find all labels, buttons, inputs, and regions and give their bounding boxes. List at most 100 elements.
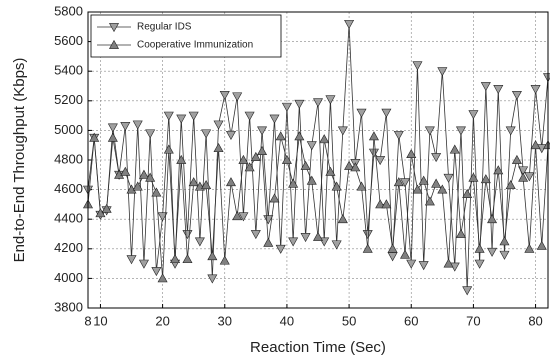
marker: [232, 211, 243, 221]
marker: [400, 249, 411, 259]
marker: [225, 130, 236, 140]
legend-marker: [108, 39, 120, 49]
y-tick-label: 5600: [54, 33, 83, 48]
marker: [263, 215, 274, 225]
marker: [101, 203, 112, 213]
marker: [163, 144, 174, 154]
y-tick-label: 3800: [54, 299, 83, 314]
x-tick-label: 30: [218, 313, 232, 328]
marker: [120, 122, 131, 132]
marker: [219, 255, 230, 265]
x-axis-label: Reaction Time (Sec): [250, 339, 386, 356]
marker: [201, 129, 212, 139]
marker: [250, 230, 261, 240]
marker: [455, 228, 466, 238]
marker: [294, 99, 305, 109]
marker: [138, 259, 149, 269]
legend-marker: [108, 23, 120, 33]
marker: [337, 214, 348, 224]
marker: [431, 178, 442, 188]
x-tick-label: 50: [342, 313, 356, 328]
marker: [487, 214, 498, 224]
marker: [400, 178, 411, 188]
marker: [381, 108, 392, 118]
marker: [250, 151, 261, 161]
marker: [151, 187, 162, 197]
marker: [443, 173, 454, 183]
marker: [306, 175, 317, 185]
legend-label: Regular IDS: [137, 22, 192, 33]
marker: [480, 174, 491, 184]
marker: [201, 180, 212, 190]
marker: [182, 254, 193, 264]
marker: [281, 154, 292, 164]
marker: [194, 237, 205, 247]
y-tick-label: 4800: [54, 151, 83, 166]
marker: [455, 126, 466, 136]
marker: [368, 131, 379, 141]
marker: [244, 111, 255, 121]
marker: [126, 255, 137, 265]
marker: [176, 114, 187, 124]
marker: [306, 141, 317, 151]
marker: [219, 90, 230, 100]
marker: [151, 267, 162, 277]
marker: [331, 181, 342, 191]
marker: [89, 132, 100, 142]
marker: [530, 85, 541, 95]
y-tick-label: 5200: [54, 92, 83, 107]
marker: [132, 181, 143, 191]
marker: [163, 111, 174, 121]
legend-label: Cooperative Immunization: [137, 40, 253, 51]
marker: [511, 154, 522, 164]
x-tick-label: 60: [404, 313, 418, 328]
marker: [350, 162, 361, 172]
plot-frame: [87, 11, 549, 309]
marker: [275, 244, 286, 254]
marker: [344, 19, 355, 29]
marker: [524, 243, 535, 253]
x-tick-label: 80: [528, 313, 542, 328]
marker: [145, 172, 156, 182]
marker: [393, 130, 404, 140]
x-tick-label: 8: [84, 313, 91, 328]
marker: [170, 254, 181, 264]
marker: [244, 162, 255, 172]
marker: [362, 243, 373, 253]
marker: [325, 95, 336, 105]
y-tick-label: 4400: [54, 211, 83, 226]
marker: [356, 181, 367, 191]
marker: [188, 177, 199, 187]
marker: [337, 126, 348, 136]
marker: [443, 258, 454, 268]
marker: [344, 160, 355, 170]
y-tick-label: 5000: [54, 122, 83, 137]
marker: [331, 240, 342, 250]
marker: [157, 212, 168, 222]
marker: [207, 274, 218, 284]
marker: [232, 92, 243, 102]
marker: [468, 172, 479, 182]
marker: [107, 123, 118, 133]
marker: [257, 126, 268, 136]
marker: [288, 237, 299, 247]
marker: [462, 188, 473, 198]
marker: [107, 132, 118, 142]
marker: [536, 240, 547, 250]
legend-box: [90, 14, 282, 58]
marker: [312, 98, 324, 108]
marker: [424, 126, 435, 136]
x-tick-label: 20: [155, 313, 169, 328]
marker: [213, 143, 224, 153]
marker: [138, 169, 149, 179]
marker: [505, 126, 516, 136]
marker: [468, 110, 479, 120]
marker: [132, 120, 143, 130]
marker: [424, 196, 435, 206]
marker: [431, 153, 442, 163]
marker: [157, 273, 168, 283]
marker: [437, 67, 448, 77]
marker: [518, 172, 529, 182]
marker: [505, 180, 516, 190]
